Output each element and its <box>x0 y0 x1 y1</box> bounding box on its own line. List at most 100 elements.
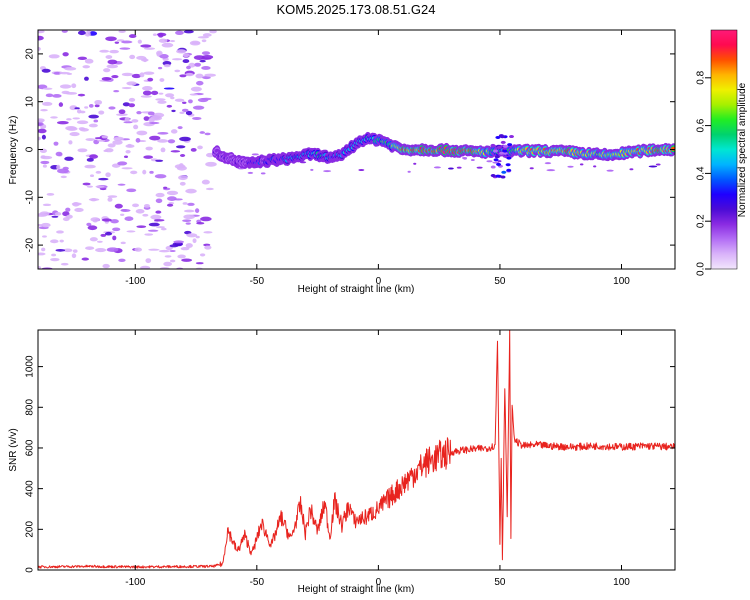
noise-speckle <box>176 49 187 54</box>
noise-speckle <box>110 219 119 224</box>
noise-speckle <box>143 155 154 159</box>
noise-speckle <box>209 30 217 34</box>
noise-speckle <box>79 110 86 114</box>
noise-speckle <box>142 57 148 63</box>
noise-speckle <box>139 72 145 78</box>
noise-speckle <box>66 126 78 131</box>
noise-speckle <box>95 185 105 188</box>
noise-speckle <box>567 165 574 168</box>
noise-speckle <box>134 247 142 252</box>
noise-speckle <box>196 222 205 225</box>
spectrogram-y-ticks: -20 -10 0 10 20 <box>25 48 675 252</box>
noise-speckle <box>158 38 168 43</box>
noise-speckle <box>149 135 161 141</box>
noise-speckle <box>98 177 109 181</box>
noise-speckle <box>201 66 211 70</box>
noise-speckle <box>140 95 152 98</box>
noise-speckle <box>117 161 128 166</box>
noise-speckle <box>61 30 68 33</box>
noise-speckle <box>196 80 204 86</box>
noise-speckle <box>163 261 173 267</box>
noise-speckle <box>106 64 119 69</box>
noise-speckle <box>200 216 212 222</box>
noise-speckle <box>125 150 131 154</box>
noise-speckle <box>96 240 103 243</box>
disturbance-speckle <box>495 174 501 178</box>
noise-speckle <box>182 219 192 223</box>
noise-speckle <box>84 31 91 37</box>
noise-speckle <box>182 202 188 205</box>
x-tick-label: 100 <box>613 577 630 588</box>
noise-speckle <box>124 216 134 221</box>
disturbance-speckle <box>490 143 496 147</box>
noise-speckle <box>169 249 176 253</box>
noise-speckle <box>121 72 134 77</box>
noise-speckle <box>89 237 98 242</box>
noise-speckle <box>143 116 150 121</box>
snr-series-line <box>38 330 675 569</box>
noise-speckle <box>185 243 193 248</box>
noise-speckle <box>72 202 80 207</box>
noise-speckle <box>50 116 58 119</box>
noise-speckle <box>87 225 98 231</box>
noise-speckle <box>247 171 254 174</box>
noise-speckle <box>310 168 314 171</box>
x-tick-label: -100 <box>125 577 145 588</box>
noise-speckle <box>38 266 42 269</box>
noise-speckle <box>174 164 186 169</box>
disturbance-speckle <box>496 145 502 149</box>
noise-speckle <box>199 131 206 134</box>
noise-speckle <box>53 141 59 146</box>
noise-speckle <box>142 86 153 91</box>
colorbar-ticks: 0.0 0.2 0.4 0.6 0.8 <box>696 70 711 276</box>
noise-speckle <box>143 71 155 75</box>
noise-speckle <box>116 113 128 116</box>
noise-speckle <box>194 208 200 213</box>
noise-speckle <box>60 175 67 179</box>
spectrogram-x-ticks: -100 -50 0 50 100 <box>125 30 630 287</box>
noise-speckle <box>179 74 187 78</box>
disturbance-speckle <box>506 168 512 172</box>
noise-speckle <box>69 132 80 137</box>
noise-speckle <box>105 172 111 178</box>
noise-speckle <box>167 139 176 144</box>
noise-speckle <box>77 30 86 36</box>
noise-speckle <box>90 217 100 222</box>
noise-speckle <box>159 266 170 269</box>
noise-speckle <box>164 255 172 258</box>
noise-speckle <box>197 36 209 39</box>
noise-speckle <box>179 181 186 186</box>
noise-speckle <box>71 253 77 259</box>
noise-speckle <box>171 58 183 61</box>
noise-speckle <box>185 222 191 225</box>
y-tick-label: -10 <box>25 190 36 205</box>
noise-speckle <box>180 247 190 251</box>
noise-speckle <box>105 36 117 42</box>
noise-speckle <box>72 117 80 120</box>
noise-speckle <box>98 110 105 115</box>
noise-speckle <box>88 123 98 128</box>
noise-speckle <box>195 262 204 265</box>
noise-speckle <box>170 96 175 100</box>
noise-speckle <box>59 239 64 243</box>
noise-speckle <box>143 203 150 208</box>
noise-speckle <box>96 139 106 142</box>
disturbance-speckle <box>501 170 507 174</box>
noise-speckle <box>169 40 176 43</box>
noise-speckle <box>192 105 205 110</box>
noise-speckle <box>41 134 46 140</box>
noise-speckle <box>131 119 139 123</box>
disturbance-speckle <box>502 144 508 148</box>
colorbar-tick-label: 0.4 <box>696 166 707 180</box>
noise-speckle <box>101 77 112 81</box>
noise-speckle <box>148 248 160 251</box>
noise-speckle <box>201 51 211 55</box>
noise-speckle <box>38 223 44 227</box>
snr-y-axis-label: SNR (v/v) <box>8 428 19 471</box>
noise-speckle <box>114 41 120 44</box>
noise-speckle <box>41 68 51 73</box>
noise-speckle <box>50 239 59 244</box>
noise-speckle <box>106 247 119 252</box>
noise-speckle <box>126 188 137 193</box>
noise-speckle <box>155 159 164 162</box>
